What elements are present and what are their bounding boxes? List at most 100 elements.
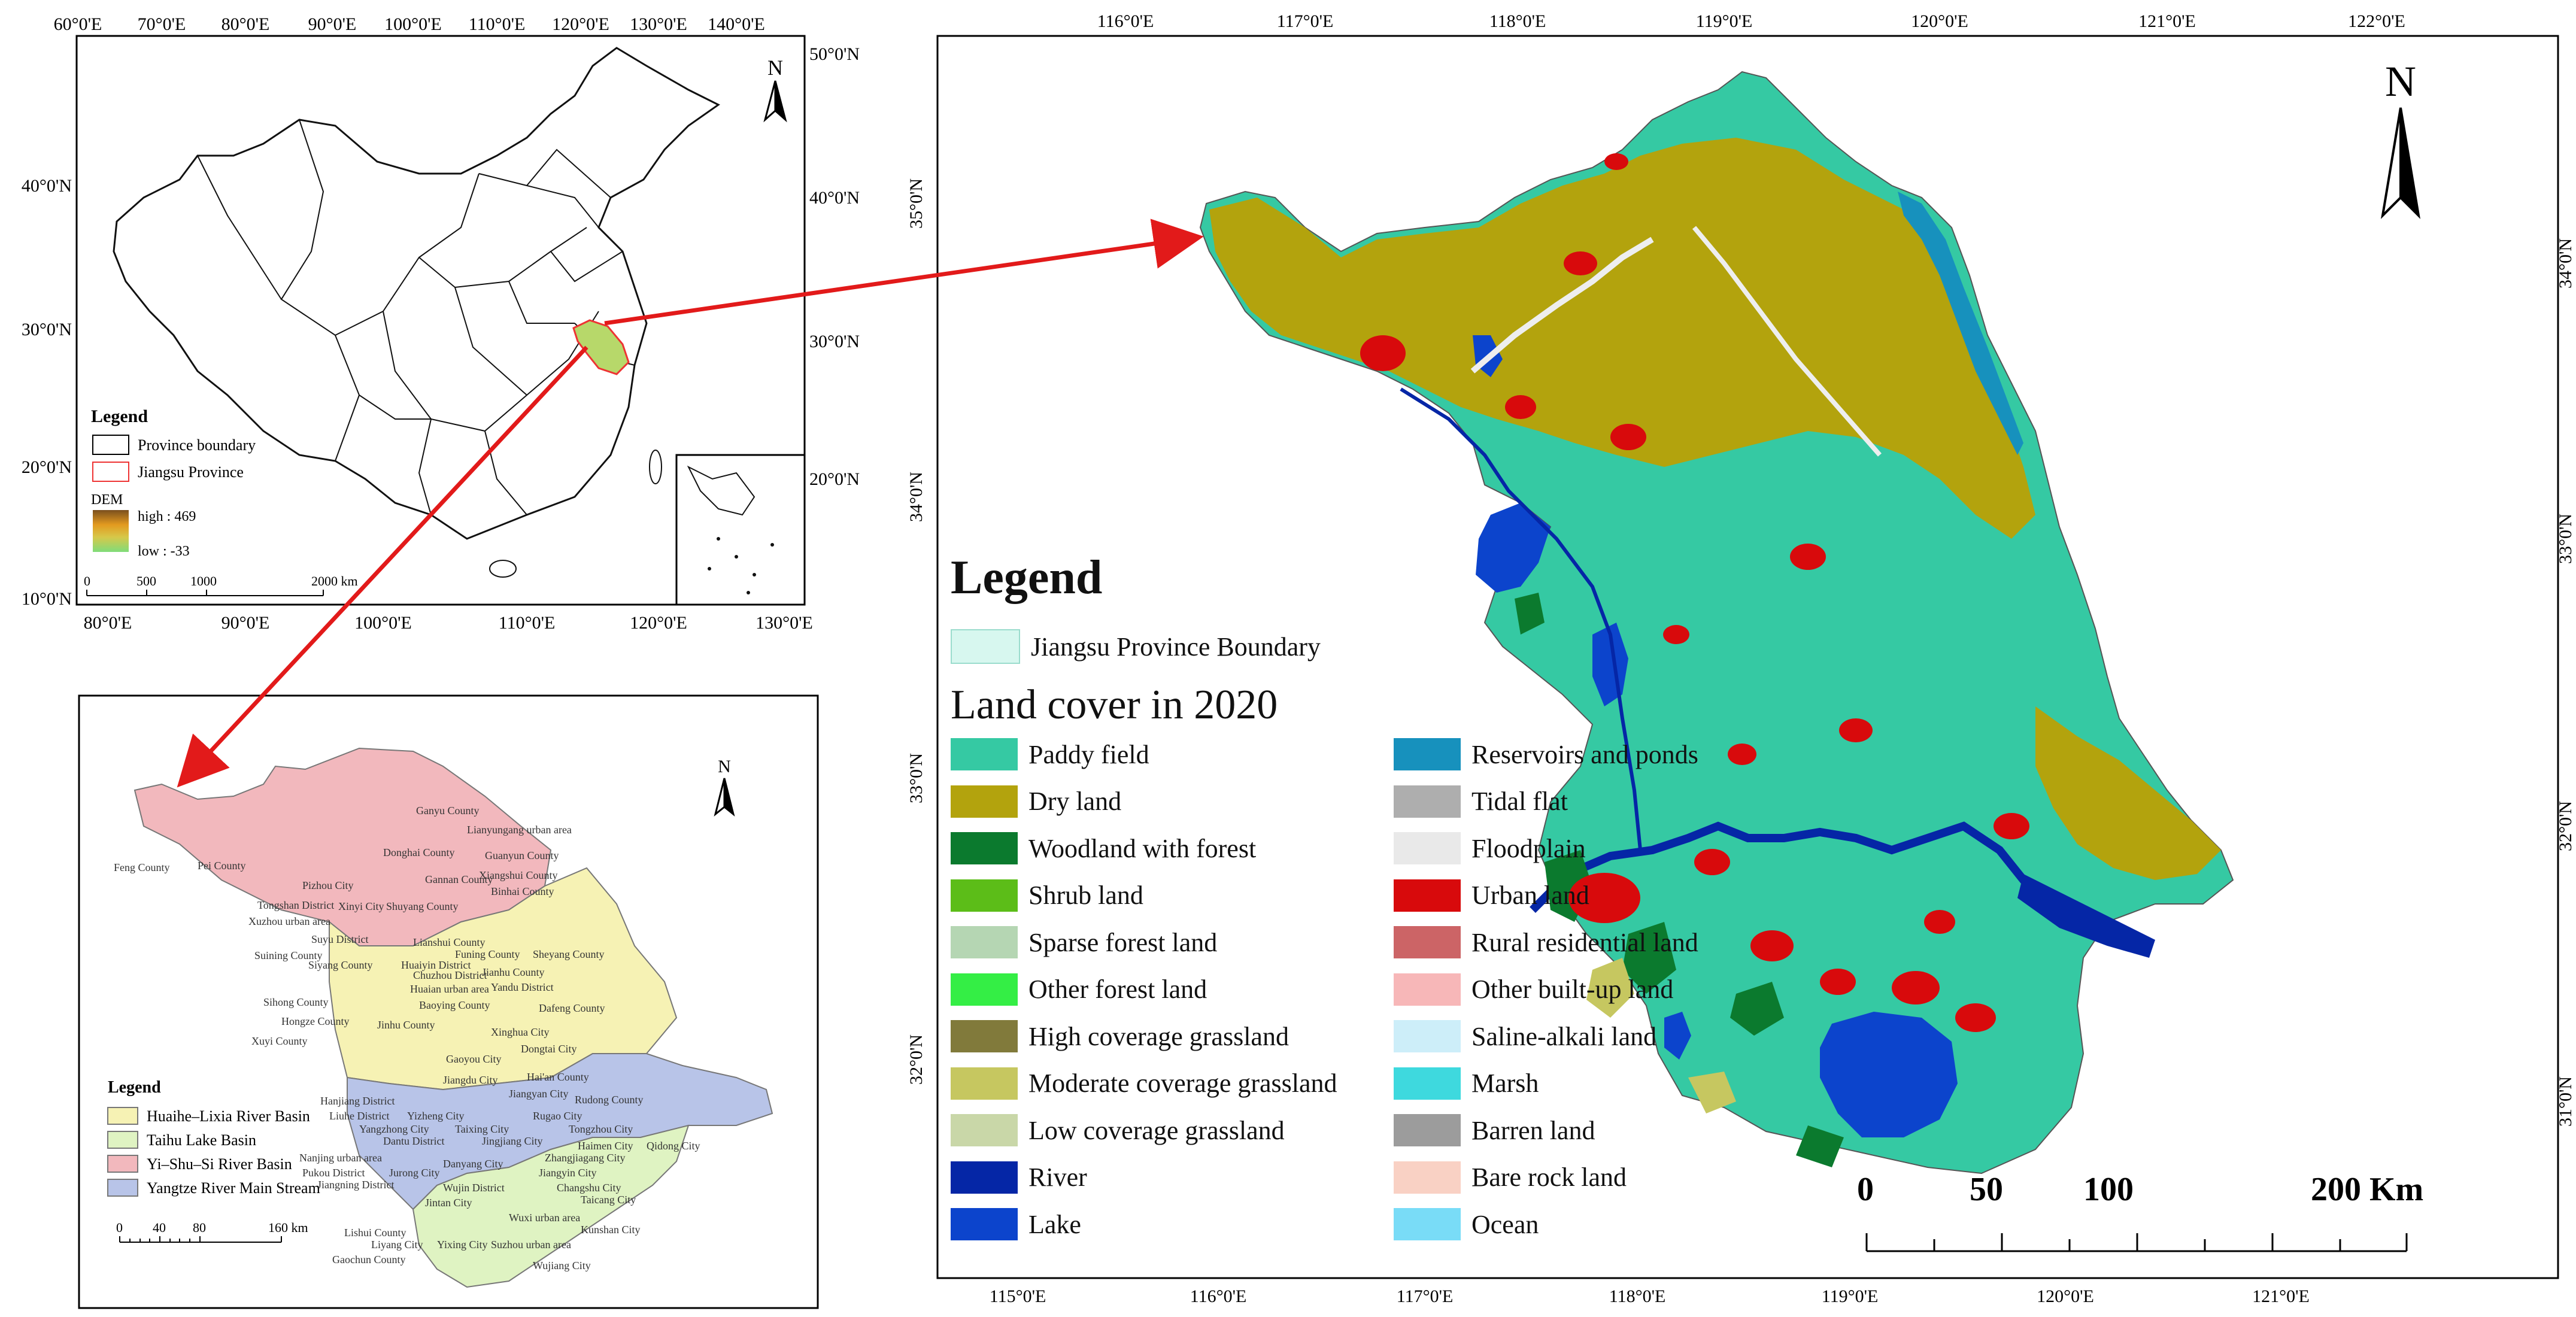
county-label: Hai'an County (527, 1071, 589, 1083)
overview-top-lon-label: 100°0'E (384, 14, 442, 34)
main-bottom-lon-label: 119°0'E (1822, 1286, 1879, 1306)
county-label: Taixing City (455, 1123, 509, 1135)
main-left-lat-labels: 35°0'N 34°0'N 33°0'N 32°0'N (906, 178, 926, 1085)
county-label: Rugao City (533, 1110, 582, 1122)
overview-left-lat-labels: 40°0'N 30°0'N 20°0'N 10°0'N (22, 176, 72, 609)
county-label: Suzhou urban area (491, 1239, 571, 1251)
svg-text:1000: 1000 (190, 573, 217, 588)
legend-swatch (1394, 1067, 1461, 1100)
county-label: Hongze County (281, 1015, 349, 1027)
county-label: Donghai County (383, 846, 455, 858)
gehu-lake (1664, 1012, 1691, 1060)
legend-item: Other forest land (951, 972, 1207, 1008)
legend-item: Floodplain (1394, 830, 1586, 866)
county-label: Danyang City (443, 1158, 503, 1170)
county-label: Shuyang County (386, 900, 459, 912)
legend-item: Dry land (951, 784, 1121, 820)
legend-boundary-item: Jiangsu Province Boundary (951, 629, 1321, 664)
main-bottom-lon-label: 116°0'E (1190, 1286, 1247, 1306)
county-label: Jiangyan City (509, 1088, 569, 1100)
main-top-lon-label: 118°0'E (1489, 11, 1546, 31)
moderate-grassland-patches (1586, 958, 1736, 1113)
main-bottom-lon-label: 115°0'E (990, 1286, 1046, 1306)
basin-north-arrow: N (714, 757, 735, 817)
urban-patches (1360, 153, 2029, 1032)
overview-legend: Legend Province boundary Jiangsu Provinc… (84, 406, 358, 596)
old-yellow-river (1692, 226, 1882, 457)
county-label: Qidong City (647, 1140, 700, 1152)
svg-text:2000 km: 2000 km (311, 573, 358, 588)
legend-label: Shrub land (1028, 881, 1143, 910)
legend-swatch (951, 973, 1018, 1006)
main-top-lon-label: 116°0'E (1097, 11, 1154, 31)
county-label: Baoying County (419, 999, 490, 1011)
legend-item: Barren land (1394, 1112, 1595, 1148)
dry-land-north (1209, 138, 2035, 539)
svg-text:N: N (718, 757, 731, 776)
legend-label: Rural residential land (1471, 927, 1698, 957)
county-label: Wuxi urban area (509, 1212, 580, 1224)
svg-text:50: 50 (1970, 1171, 2003, 1208)
legend-swatch (951, 1208, 1018, 1240)
county-label: Binhai County (491, 885, 554, 897)
county-label: Siyang County (308, 959, 373, 971)
main-right-lat-label: 34°0'N (2556, 238, 2575, 289)
overview-bottom-lon-label: 80°0'E (84, 613, 132, 633)
basin-legend-label: Huaihe–Lixia River Basin (147, 1107, 310, 1125)
legend-label: Lake (1028, 1209, 1081, 1239)
main-bottom-lon-label: 120°0'E (2037, 1286, 2094, 1306)
county-label: Huaiyin District (401, 959, 471, 971)
county-label: Jiangning District (317, 1179, 395, 1191)
legend-swatch (1394, 832, 1461, 864)
svg-text:80: 80 (193, 1220, 206, 1235)
legend-item: Tidal flat (1394, 784, 1568, 820)
svg-text:Province boundary: Province boundary (138, 436, 256, 454)
county-label: Yangzhong City (359, 1123, 429, 1135)
county-label: Xuyi County (251, 1035, 308, 1047)
main-right-lat-label: 32°0'N (2556, 801, 2575, 851)
legend-label: Moderate coverage grassland (1028, 1069, 1337, 1098)
svg-text:low : -33: low : -33 (138, 544, 190, 559)
overview-left-lat-label: 40°0'N (22, 176, 72, 196)
main-left-lat-label: 32°0'N (906, 1034, 926, 1085)
svg-text:200 Km: 200 Km (2311, 1171, 2423, 1208)
county-label: Tongzhou City (569, 1123, 633, 1135)
overview-right-lat-label: 30°0'N (809, 332, 860, 351)
county-label: Huaian urban area (410, 983, 489, 995)
county-label: Kunshan City (581, 1224, 641, 1236)
county-label: Wujiang City (533, 1260, 591, 1272)
legend-swatch (1394, 1114, 1461, 1146)
legend-item: Reservoirs and ponds (1394, 736, 1698, 772)
county-label: Liyang City (371, 1239, 423, 1251)
main-top-lon-label: 117°0'E (1277, 11, 1334, 31)
main-top-lon-label: 120°0'E (1911, 11, 1968, 31)
legend-label: Bare rock land (1471, 1163, 1627, 1192)
legend-swatch (951, 1114, 1018, 1146)
county-label: Jiangdu City (443, 1074, 498, 1086)
county-label: Pizhou City (302, 879, 354, 891)
basin-legend-swatch (107, 1131, 138, 1149)
main-left-lat-label: 34°0'N (906, 472, 926, 522)
main-top-lon-labels: 116°0'E 117°0'E 118°0'E 119°0'E 120°0'E 121°0… (1097, 11, 2405, 31)
main-left-lat-label: 33°0'N (906, 753, 926, 803)
county-label: Sihong County (263, 996, 329, 1008)
county-label: Feng County (114, 861, 170, 873)
overview-top-lon-label: 140°0'E (708, 14, 765, 34)
legend-swatch (1394, 738, 1461, 770)
landcover-legend: Legend Jiangsu Province Boundary Land co… (946, 551, 1754, 1257)
legend-swatch (951, 738, 1018, 770)
legend-boundary-label: Jiangsu Province Boundary (1031, 632, 1321, 661)
arrow-to-main-map (604, 219, 1204, 326)
legend-label: Sparse forest land (1028, 927, 1218, 957)
overview-north-arrow: N (763, 56, 787, 123)
legend-item: Urban land (1394, 878, 1589, 914)
county-label: Yizheng City (407, 1110, 465, 1122)
svg-text:160 km: 160 km (268, 1220, 308, 1235)
overview-map-svg: 60°0'E 70°0'E 80°0'E 90°0'E 100°0'E 110°0'E 12… (22, 14, 860, 633)
overview-bottom-lon-labels: 80°0'E 90°0'E 100°0'E 110°0'E 120°0'E 130°0'E (84, 613, 813, 633)
county-label: Lianshui County (413, 936, 486, 948)
overview-bottom-lon-label: 120°0'E (630, 613, 687, 633)
county-label: Dantu District (383, 1135, 444, 1147)
county-label: Sheyang County (533, 948, 605, 960)
